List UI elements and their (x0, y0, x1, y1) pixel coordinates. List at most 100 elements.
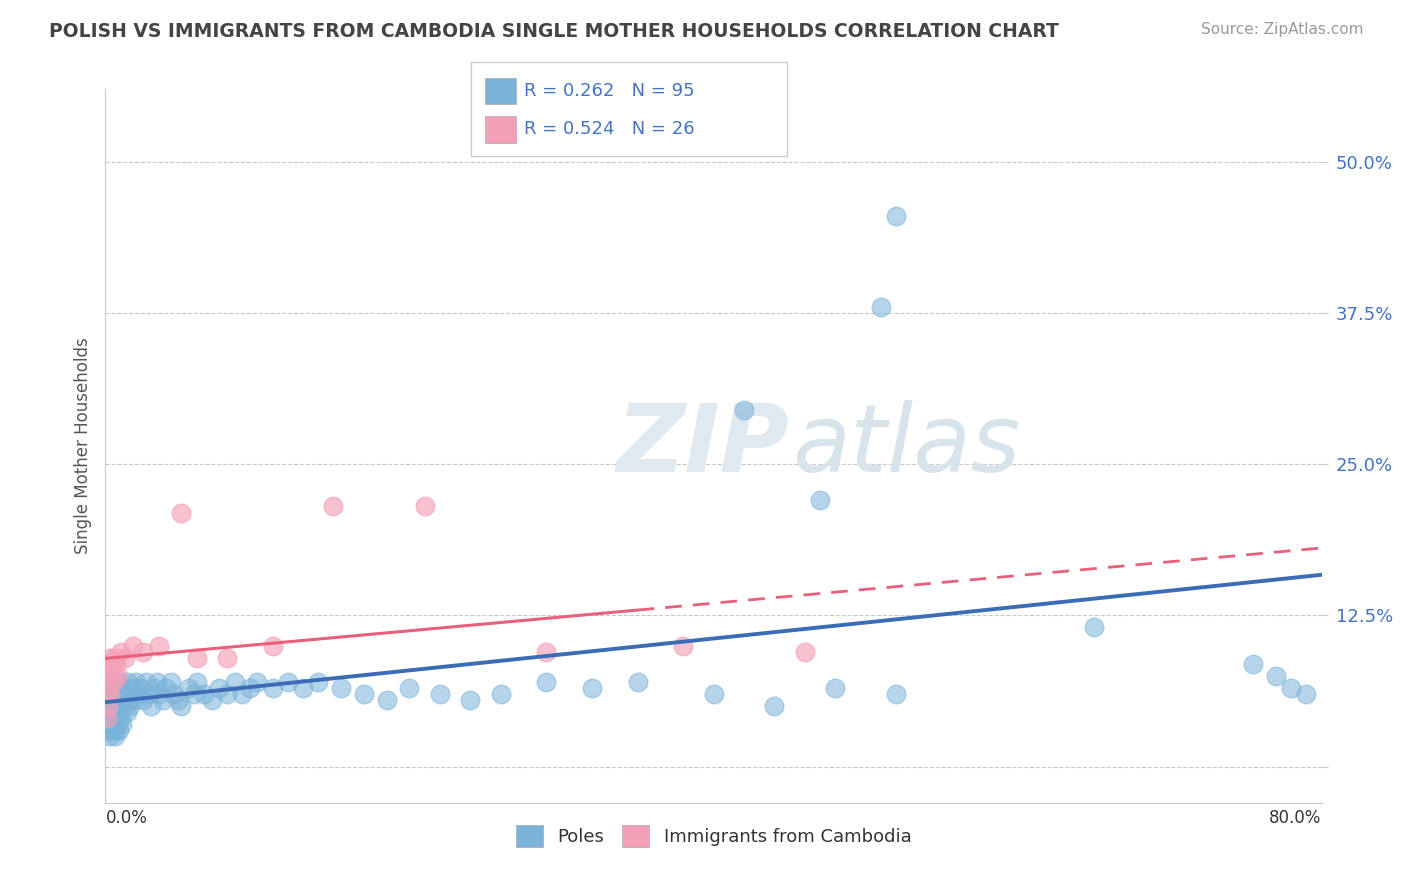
Point (125, 674, 148, 689)
Point (307, 674, 329, 689)
Point (148, 639, 170, 653)
Point (110, 711, 132, 725)
Point (98, 693, 121, 707)
Point (103, 729, 125, 743)
Point (115, 705, 138, 719)
Point (101, 693, 124, 707)
Point (100, 663, 122, 677)
Point (375, 693, 398, 707)
Y-axis label: Single Mother Households: Single Mother Households (73, 338, 91, 554)
Point (733, 402, 755, 417)
Point (112, 699, 135, 714)
Point (1241, 657, 1264, 671)
Point (489, 687, 512, 701)
Point (167, 693, 190, 707)
Point (1295, 687, 1317, 701)
Point (111, 681, 134, 695)
Point (186, 650, 208, 665)
Point (107, 669, 129, 683)
Point (262, 681, 284, 695)
Point (135, 674, 157, 689)
Point (763, 699, 786, 714)
Point (808, 493, 831, 508)
Point (107, 717, 129, 731)
Point (330, 681, 353, 695)
Point (105, 693, 128, 707)
Point (98, 687, 121, 701)
Point (152, 693, 174, 707)
Point (217, 650, 239, 665)
Point (536, 645, 558, 659)
Point (97, 723, 120, 738)
Point (96, 663, 118, 677)
Point (97, 693, 120, 707)
Point (100, 681, 122, 695)
Point (101, 717, 124, 731)
Point (626, 674, 648, 689)
Point (132, 693, 155, 707)
Point (1083, 620, 1105, 634)
Text: ZIP: ZIP (616, 400, 789, 492)
Point (128, 687, 150, 701)
Point (101, 674, 124, 689)
Point (183, 687, 205, 701)
Point (201, 693, 224, 707)
Point (148, 687, 170, 701)
Point (536, 674, 558, 689)
Point (170, 506, 193, 520)
Point (96, 687, 118, 701)
Point (97, 681, 120, 695)
Point (217, 687, 239, 701)
Text: atlas: atlas (793, 401, 1021, 491)
Point (96, 711, 118, 725)
Point (98, 650, 121, 665)
Point (186, 674, 208, 689)
Point (139, 699, 162, 714)
Point (702, 687, 725, 701)
Point (124, 681, 146, 695)
Point (100, 723, 122, 738)
Text: 0.0%: 0.0% (105, 809, 148, 827)
Point (97, 705, 120, 719)
Point (884, 687, 907, 701)
Point (101, 674, 124, 689)
Point (103, 699, 125, 714)
Point (277, 674, 299, 689)
Point (869, 300, 891, 314)
Point (103, 681, 125, 695)
Text: Source: ZipAtlas.com: Source: ZipAtlas.com (1201, 22, 1364, 37)
Point (97, 699, 120, 714)
Point (98, 711, 121, 725)
Point (117, 693, 139, 707)
Point (353, 687, 375, 701)
Point (224, 674, 246, 689)
Point (231, 687, 253, 701)
Point (129, 681, 152, 695)
Point (97, 669, 120, 683)
Point (170, 699, 193, 714)
Point (110, 645, 132, 659)
Point (110, 674, 132, 689)
Point (96, 699, 118, 714)
Point (824, 681, 846, 695)
Text: 80.0%: 80.0% (1270, 809, 1322, 827)
Point (136, 687, 159, 701)
Point (239, 681, 262, 695)
Point (581, 681, 603, 695)
Point (322, 500, 344, 514)
Text: POLISH VS IMMIGRANTS FROM CAMBODIA SINGLE MOTHER HOUSEHOLDS CORRELATION CHART: POLISH VS IMMIGRANTS FROM CAMBODIA SINGL… (49, 22, 1059, 41)
Point (246, 674, 269, 689)
Point (177, 681, 200, 695)
Text: R = 0.524   N = 26: R = 0.524 N = 26 (524, 120, 695, 138)
Point (98, 674, 121, 689)
Point (155, 681, 177, 695)
Point (117, 674, 139, 689)
Point (105, 723, 128, 738)
Point (429, 687, 451, 701)
Point (105, 674, 128, 689)
Point (163, 687, 186, 701)
Point (118, 699, 141, 714)
Point (193, 687, 215, 701)
Point (132, 645, 155, 659)
Point (121, 639, 143, 653)
